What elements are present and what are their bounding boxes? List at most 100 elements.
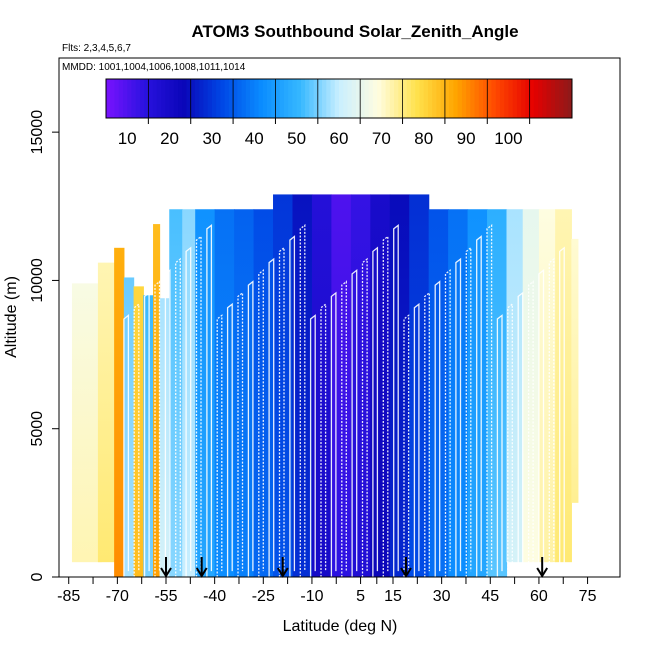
y-tick-label: 10000	[29, 258, 46, 303]
x-axis-label: Latitude (deg N)	[283, 618, 398, 635]
colorbar-segment	[427, 79, 433, 118]
colorbar-segment	[436, 79, 442, 118]
flight-track	[309, 314, 316, 577]
flight-track	[424, 291, 430, 577]
colorbar-segment	[364, 79, 370, 118]
colorbar-segment	[444, 79, 450, 118]
colorbar-segment	[309, 79, 315, 118]
colorbar-segment	[220, 79, 226, 118]
flight-track	[278, 246, 285, 577]
colorbar-segment	[228, 79, 234, 118]
flight-track	[133, 302, 140, 577]
flight-track	[382, 235, 389, 577]
colorbar-segment	[139, 79, 145, 118]
colorbar-segment	[538, 79, 543, 118]
flight-track	[164, 268, 171, 577]
flight-track	[455, 257, 462, 577]
flight-track	[341, 280, 347, 577]
colorbar-segment	[355, 79, 361, 118]
plot-frame	[58, 57, 621, 578]
colorbar-segment	[161, 79, 166, 118]
colorbar-tick-label: 80	[414, 129, 433, 148]
flight-marker-head	[276, 567, 289, 578]
flight-track	[330, 291, 337, 577]
flight-track	[247, 280, 254, 577]
colorbar-segment	[330, 79, 336, 118]
flight-track	[216, 314, 223, 577]
flight-track	[289, 235, 296, 577]
colorbar-tick-label: 90	[457, 129, 476, 148]
x-tick-label: -85	[57, 588, 80, 605]
flight-track	[434, 280, 441, 577]
colorbar-segment	[453, 79, 459, 118]
colorbar-tick-label: 10	[118, 129, 137, 148]
colorbar-segment	[275, 79, 281, 118]
colorbar-segment	[461, 79, 467, 118]
flight-track	[143, 291, 150, 577]
heatmap-cell	[571, 238, 579, 503]
heatmap-cell	[522, 209, 540, 563]
colorbar-segment	[555, 79, 560, 118]
flight-track	[393, 223, 399, 577]
x-tick-label: 30	[433, 588, 451, 605]
colorbar-segment	[322, 79, 327, 118]
colorbar-segment	[156, 79, 162, 118]
colorbar-segment	[122, 79, 128, 118]
colorbar-segment	[542, 79, 548, 118]
heatmap-cell	[153, 224, 161, 577]
flight-track	[154, 280, 161, 577]
x-tick-label: 5	[356, 588, 365, 605]
colorbar-segment	[415, 79, 420, 118]
colorbar-segment	[563, 79, 569, 118]
flight-marker-head	[400, 567, 412, 578]
colorbar-segment	[237, 79, 243, 118]
colorbar-segment	[135, 79, 141, 118]
colorbar-segment	[114, 79, 120, 118]
flight-track	[559, 246, 565, 577]
heatmap-cell	[214, 209, 235, 577]
colorbar-segment	[411, 79, 416, 118]
colorbar-segment	[292, 79, 298, 118]
colorbar-segment	[347, 79, 353, 118]
colorbar-segment	[241, 79, 247, 118]
flight-track	[226, 302, 233, 577]
flight-track	[527, 280, 534, 577]
flight-marker-head	[195, 567, 208, 578]
flight-track	[258, 268, 264, 577]
colorbar-segment	[233, 79, 238, 118]
heatmap-cell	[428, 209, 449, 577]
colorbar-segment	[199, 79, 204, 118]
colorbar-segment	[457, 79, 463, 118]
flight-track	[237, 291, 244, 577]
colorbar-segment	[402, 79, 408, 118]
colorbar-segment	[529, 79, 535, 118]
heatmap-cell	[159, 298, 170, 577]
colorbar-segment	[394, 79, 399, 118]
flight-track	[320, 302, 327, 577]
colorbar-segment	[106, 79, 111, 118]
flight-track	[403, 314, 410, 577]
heatmap-cell	[273, 194, 294, 577]
flight-track	[538, 268, 545, 577]
colorbar-segment	[432, 79, 437, 118]
colorbar-segment	[203, 79, 209, 118]
flight-marker-head	[536, 567, 549, 578]
colorbar-frame	[105, 78, 573, 119]
colorbar-segment	[131, 79, 137, 118]
colorbar-segment	[533, 79, 539, 118]
flight-track	[486, 223, 493, 577]
heatmap-cell	[370, 194, 391, 577]
flight-track	[361, 257, 368, 577]
x-tick-label: -40	[203, 588, 226, 605]
flight-track	[268, 257, 275, 577]
x-tick-label: 60	[530, 588, 548, 605]
flight-marker-head	[160, 567, 172, 578]
x-tick-label: 75	[579, 588, 597, 605]
flight-track	[351, 268, 358, 577]
colorbar-segment	[317, 79, 323, 118]
colorbar-segment	[521, 79, 526, 118]
colorbar-segment	[300, 79, 306, 118]
colorbar-segment	[559, 79, 565, 118]
heatmap-cell	[195, 209, 216, 577]
